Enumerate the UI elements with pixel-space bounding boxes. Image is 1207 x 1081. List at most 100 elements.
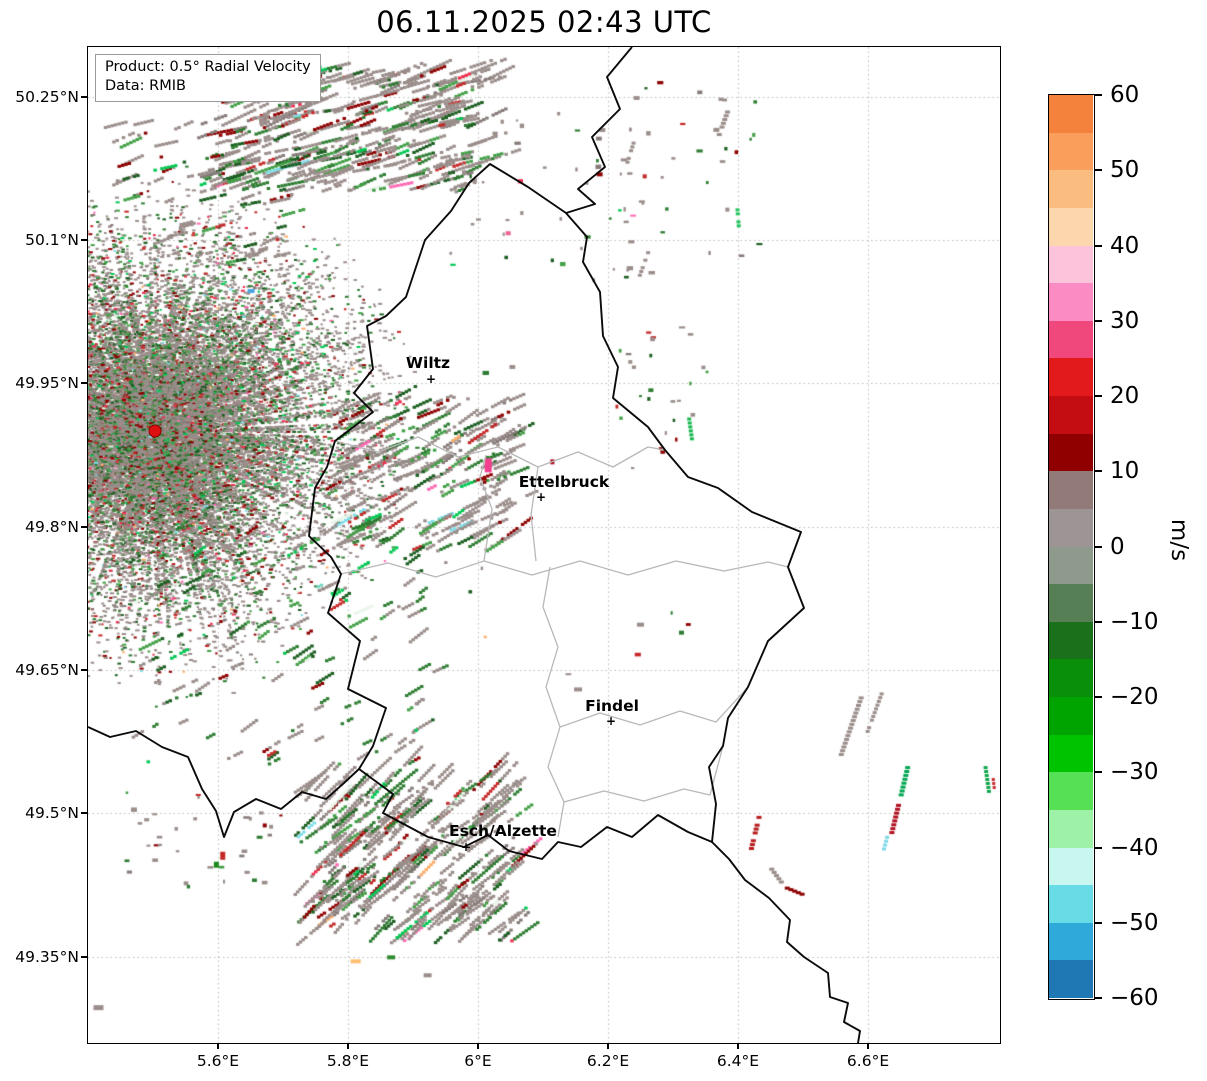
colorbar-segment (1049, 922, 1093, 961)
y-axis-tick-mark (81, 95, 87, 98)
colorbar-tick-mark (1095, 244, 1102, 247)
colorbar-tick-label: −30 (1110, 759, 1159, 786)
country-border (711, 841, 861, 1043)
colorbar-segment (1049, 170, 1093, 208)
colorbar-tick-mark (1095, 395, 1102, 397)
product-label: Product: 0.5° Radial Velocity (105, 59, 311, 75)
city-marker: + (535, 489, 547, 504)
country-border (565, 47, 633, 214)
colorbar-tick-mark (1095, 771, 1102, 774)
colorbar-tick-label: −40 (1110, 834, 1159, 861)
city-marker: + (425, 371, 437, 386)
x-axis-tick-label: 5.8°E (326, 1052, 370, 1070)
colorbar-segment (1049, 471, 1093, 509)
colorbar-tick-mark (1095, 997, 1102, 999)
colorbar-segment (1049, 772, 1093, 810)
city-label: Wiltz (405, 354, 451, 373)
colorbar-segment (1049, 207, 1093, 246)
colorbar-tick-label: 40 (1110, 232, 1140, 259)
country-border (308, 163, 805, 860)
colorbar-segment (1049, 245, 1093, 284)
x-axis-tick-label: 5.6°E (196, 1052, 240, 1070)
colorbar-segment (1049, 734, 1093, 773)
colorbar-segment (1049, 621, 1093, 660)
colorbar-tick-label: 0 (1110, 533, 1125, 560)
x-axis-tick-label: 6°E (464, 1052, 492, 1070)
city-label: Ettelbruck (518, 472, 610, 491)
colorbar-segment (1049, 358, 1093, 396)
colorbar-segment (1049, 885, 1093, 923)
colorbar-segment (1049, 132, 1093, 171)
y-axis-tick-label: 49.65°N (15, 660, 79, 679)
city-label: Findel (585, 697, 639, 716)
district-border (530, 466, 539, 562)
colorbar-tick-label: −10 (1110, 608, 1159, 635)
y-axis-tick-mark (81, 812, 87, 815)
colorbar-gradient (1049, 95, 1093, 998)
colorbar-tick-label: 10 (1110, 458, 1140, 485)
y-axis-tick-mark (81, 381, 87, 384)
x-axis-tick-mark (216, 1043, 219, 1049)
border-overlay (88, 47, 861, 1043)
map-plot: Product: 0.5° Radial Velocity Data: RMIB… (88, 47, 1000, 1043)
x-axis-tick-mark (867, 1043, 870, 1049)
x-axis-tick-mark (607, 1043, 610, 1049)
colorbar-tick-mark (1095, 169, 1102, 172)
colorbar-tick-label: −60 (1110, 985, 1159, 1011)
colorbar: 60 50 40 30 20 10 0 −10 −20 −30 −40 −50 −60 (1048, 82, 1159, 1011)
colorbar-unit-label: m/s (1166, 518, 1193, 562)
colorbar-tick-mark (1095, 470, 1102, 473)
country-border (88, 726, 360, 838)
colorbar-tick-label: 30 (1110, 307, 1140, 334)
district-border (340, 560, 789, 578)
colorbar-segment (1049, 847, 1093, 886)
colorbar-segment (1049, 95, 1093, 133)
city-label: Esch/Alzette (449, 821, 557, 840)
district-border (563, 745, 724, 803)
y-axis-tick-label: 49.35°N (15, 948, 79, 967)
colorbar-tick-label: −20 (1110, 684, 1159, 710)
y-axis-tick-label: 50.1°N (25, 231, 79, 250)
city-marker: + (460, 839, 472, 854)
colorbar-segment (1049, 433, 1093, 472)
y-axis-tick-label: 49.95°N (15, 373, 79, 392)
colorbar-tick-mark (1095, 696, 1102, 698)
colorbar-tick-label: 50 (1110, 157, 1140, 184)
district-border (334, 436, 666, 468)
district-border (559, 686, 749, 728)
colorbar-tick-mark (1095, 620, 1102, 623)
y-axis-tick-mark (81, 668, 87, 671)
colorbar-segment (1049, 283, 1093, 321)
district-border (542, 566, 565, 838)
x-axis-tick-label: 6.6°E (846, 1052, 890, 1070)
colorbar-segment (1049, 960, 1093, 998)
y-axis-tick-label: 49.5°N (25, 804, 79, 823)
colorbar-segment (1049, 809, 1093, 848)
colorbar-segment (1049, 508, 1093, 547)
y-axis-tick-mark (81, 956, 87, 959)
colorbar-tick-mark (1095, 846, 1102, 849)
city-marker: + (606, 713, 617, 728)
colorbar-segment (1049, 396, 1093, 434)
colorbar-segment (1049, 697, 1093, 735)
colorbar-tick-mark (1095, 545, 1102, 548)
colorbar-segment (1049, 546, 1093, 585)
colorbar-tick-mark (1095, 94, 1102, 96)
product-info-box: Product: 0.5° Radial Velocity Data: RMIB (95, 54, 321, 103)
y-axis-tick-mark (81, 525, 87, 528)
figure-title: 06.11.2025 02:43 UTC (376, 5, 712, 39)
colorbar-tick-label: −50 (1110, 909, 1159, 936)
colorbar-tick-mark (1095, 319, 1102, 322)
x-axis-tick-label: 6.4°E (716, 1052, 760, 1070)
colorbar-segment (1049, 320, 1093, 359)
y-axis-tick-mark (81, 239, 87, 242)
radar-site-marker (148, 424, 162, 438)
x-axis-tick-mark (347, 1043, 349, 1049)
colorbar-segment (1049, 659, 1093, 697)
y-axis-tick-label: 49.8°N (25, 517, 79, 536)
x-axis-tick-mark (476, 1043, 479, 1049)
x-axis-tick-label: 6.2°E (586, 1052, 630, 1070)
colorbar-tick-label: 20 (1110, 383, 1140, 409)
colorbar-tick-label: 60 (1110, 82, 1140, 108)
